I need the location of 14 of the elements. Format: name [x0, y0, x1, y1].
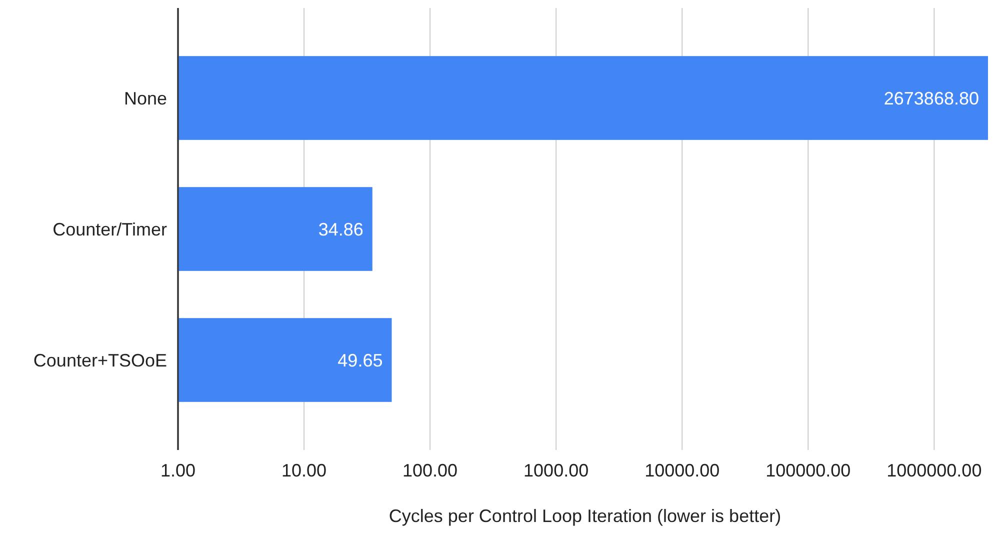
x-tick-label: 100.00: [402, 460, 458, 480]
y-tick-label: Counter/Timer: [52, 219, 167, 240]
data-label: 2673868.80: [884, 88, 979, 108]
y-tick-label: None: [124, 88, 167, 108]
x-tick-label: 10000.00: [644, 460, 720, 480]
x-axis-title: Cycles per Control Loop Iteration (lower is better): [388, 506, 782, 526]
x-tick-label: 1.00: [160, 460, 196, 480]
x-tick-label: 100000.00: [766, 460, 851, 480]
data-label: 34.86: [318, 219, 364, 240]
data-label: 49.65: [338, 350, 383, 370]
x-tick-label: 10.00: [282, 460, 327, 480]
x-tick-label: 1000.00: [524, 460, 589, 480]
x-tick-label: 1000000.00: [886, 460, 982, 480]
y-tick-label: Counter+TSOoE: [33, 350, 167, 370]
